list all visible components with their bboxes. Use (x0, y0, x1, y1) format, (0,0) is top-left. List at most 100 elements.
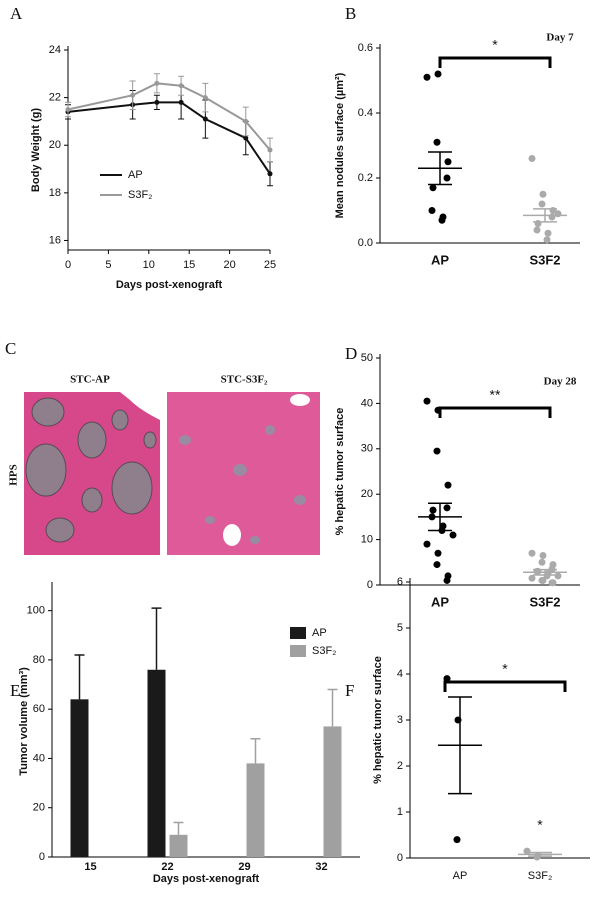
data-point (539, 551, 547, 559)
marker (243, 118, 249, 124)
data-point (429, 184, 437, 192)
marker (154, 99, 160, 105)
image-label: STC-S3F₂ (221, 374, 268, 386)
y-tick-label: 60 (33, 703, 45, 715)
vessel (290, 394, 310, 406)
y-tick-label: 80 (33, 654, 45, 666)
data-point (528, 574, 536, 582)
error-bar (173, 821, 184, 835)
marker (178, 99, 184, 105)
x-tick-label: 5 (105, 259, 111, 271)
data-point (438, 216, 446, 224)
bar (169, 834, 188, 857)
data-point (428, 207, 436, 214)
y-tick-label: 5 (397, 622, 403, 634)
data-point (528, 549, 536, 557)
marker (243, 135, 249, 141)
significance-bracket (438, 406, 552, 418)
image-label: STC-AP (70, 374, 110, 386)
data-point (453, 836, 461, 844)
error-bar (428, 502, 452, 532)
bar (70, 699, 89, 857)
marker (130, 92, 136, 98)
panel-letter: D (345, 344, 357, 363)
y-tick-label: 18 (49, 187, 61, 199)
data-point (538, 558, 546, 566)
y-tick-label: 24 (49, 44, 61, 56)
data-point (554, 572, 562, 580)
y-tick-label: 22 (49, 92, 61, 104)
legend-label: AP (312, 627, 327, 639)
panel-letter: B (345, 4, 356, 23)
data-point (548, 213, 556, 221)
x-tick-label: 22 (161, 861, 173, 873)
y-tick-label: 20 (361, 488, 373, 500)
bar (323, 726, 342, 857)
x-tick-label: AP (431, 252, 449, 267)
y-tick-label: 0.6 (358, 42, 373, 54)
x-tick-label: AP (431, 594, 449, 609)
y-tick-label: 4 (397, 668, 403, 680)
y-tick-label: 6 (397, 576, 403, 588)
error-bar (528, 851, 552, 857)
line-series (67, 101, 271, 175)
y-axis-label: Tumor volume (mm³) (18, 667, 30, 776)
panel-letter: F (345, 681, 354, 700)
data-point (429, 506, 437, 514)
data-point (433, 447, 441, 455)
data-point (443, 174, 451, 182)
x-tick-label: 29 (238, 861, 250, 873)
data-point (539, 190, 547, 198)
panel-letter: C (5, 339, 16, 358)
data-point (433, 561, 441, 569)
y-tick-label: 0 (39, 851, 45, 863)
data-point (544, 229, 552, 237)
marker (178, 83, 184, 89)
marker (202, 95, 208, 101)
x-tick-label: 32 (315, 861, 327, 873)
legend-label: S3F₂ (128, 189, 152, 201)
data-point (533, 853, 541, 861)
y-tick-label: 16 (49, 234, 61, 246)
y-tick-label: 0 (397, 852, 403, 864)
data-point (423, 397, 431, 405)
significance-label: * (492, 37, 498, 53)
marker (154, 80, 160, 86)
y-tick-label: 0.0 (358, 237, 373, 249)
error-bar (428, 151, 452, 186)
significance-label: * (502, 661, 508, 677)
data-point (534, 220, 542, 227)
day-label: Day 28 (544, 376, 577, 388)
x-tick-label: 15 (183, 259, 195, 271)
y-tick-label: 100 (27, 605, 45, 617)
x-axis-label: Days post-xenograft (153, 873, 260, 885)
data-point (443, 675, 451, 683)
data-point (434, 549, 442, 557)
x-tick-label: 25 (264, 259, 276, 271)
legend-swatch (290, 645, 306, 657)
data-point (543, 236, 551, 244)
error-bar (533, 208, 557, 223)
y-tick-label: 40 (33, 752, 45, 764)
y-axis-label: Body Weight (g) (30, 108, 42, 192)
panel-letter: A (10, 4, 23, 23)
y-tick-label: 20 (49, 139, 61, 151)
x-axis-label: Days post-xenograft (116, 279, 223, 291)
data-point (433, 138, 441, 146)
error-bar (448, 696, 472, 795)
marker (267, 147, 273, 153)
data-point (423, 540, 431, 548)
marker (267, 171, 273, 177)
y-tick-label: 30 (361, 443, 373, 455)
tumor-foci (179, 425, 306, 544)
data-point (423, 73, 431, 81)
y-tick-label: 0 (367, 579, 373, 591)
legend-label: S3F₂ (312, 645, 336, 657)
x-tick-label: 20 (223, 259, 235, 271)
y-tick-label: 10 (361, 534, 373, 546)
y-axis-label: % hepatic tumor surface (372, 656, 384, 784)
significance-bracket (438, 56, 552, 68)
point-annotation: * (537, 817, 543, 833)
data-point (444, 481, 452, 489)
